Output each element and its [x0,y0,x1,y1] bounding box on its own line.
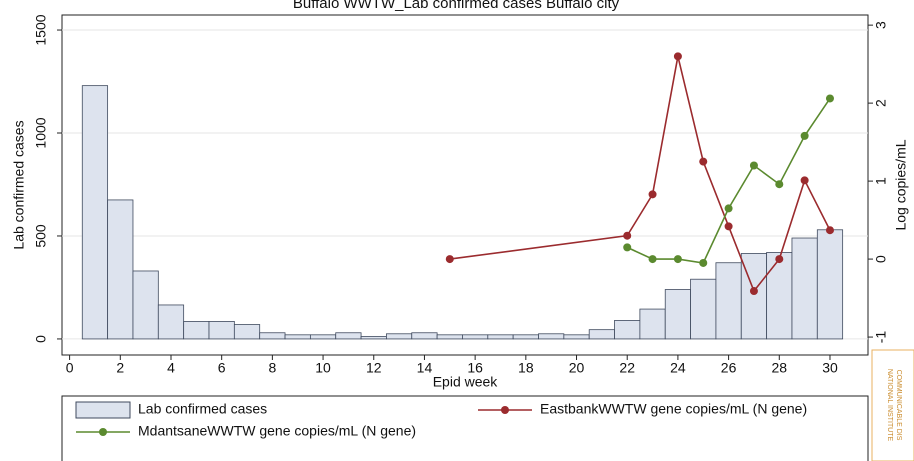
bar [512,334,539,340]
bar [816,229,844,340]
x-tick-label: 30 [822,360,838,376]
y-tick-label: 0 [33,335,49,343]
bar [208,321,235,340]
bar [715,262,742,340]
bar [360,336,387,340]
y2-tick-label: -1 [873,331,889,344]
y2-tick-label: 2 [873,99,889,107]
marker [699,157,708,166]
marker [724,204,733,213]
bar [487,334,514,340]
bar [614,320,641,340]
chart-title: Buffalo WWTW_Lab confirmed cases Buffalo… [293,0,620,12]
x-tick-label: 6 [218,360,226,376]
logo-text: NATIONAL INSTITUTE [886,369,893,442]
marker [749,287,758,296]
legend-swatch [99,428,107,436]
x-tick-label: 18 [518,360,534,376]
legend-swatch [501,406,509,414]
marker [775,180,784,189]
marker [623,243,632,252]
marker [623,231,632,240]
y2-tick-label: 3 [873,21,889,29]
x-tick-label: 22 [619,360,635,376]
bar [284,334,311,340]
y-tick-label: 1500 [33,14,49,45]
x-tick-label: 10 [315,360,331,376]
marker [648,190,657,199]
logo: NATIONAL INSTITUTE COMMUNICABLE DIS [871,349,914,461]
y-axis-label: Lab confirmed cases [11,120,27,249]
bar [386,333,413,340]
logo-frame [871,349,914,461]
bar [690,278,717,340]
marker [775,255,784,264]
marker [648,255,657,264]
x-tick-label: 20 [569,360,585,376]
marker [445,255,454,264]
marker [673,255,682,264]
x-tick-label: 2 [116,360,124,376]
bar [107,199,134,340]
bar [639,308,666,340]
logo-text: COMMUNICABLE DIS [895,370,902,441]
x-tick-label: 26 [721,360,737,376]
bar [233,324,261,340]
marker [699,258,708,267]
bar [588,329,615,340]
bar [563,334,590,340]
legend-swatch [75,401,131,419]
marker [724,222,733,231]
x-tick-label: 24 [670,360,686,376]
bar [766,252,793,340]
bar [132,270,159,340]
bar [436,334,463,340]
marker [673,52,682,61]
bar [335,332,362,340]
legend-label: MdantsaneWWTW gene copies/mL (N gene) [138,423,416,439]
x-tick-label: 14 [417,360,433,376]
x-tick-label: 16 [467,360,483,376]
plot-layer [62,29,868,340]
bar [81,85,109,340]
marker [749,161,758,170]
marker [800,176,809,185]
bar [791,237,818,340]
bar [411,332,438,340]
line [449,56,831,293]
marker [825,94,834,103]
x-tick-label: 4 [167,360,175,376]
x-axis-label: Epid week [433,374,499,390]
y2-tick-label: 1 [873,177,889,185]
bar [183,321,210,340]
x-tick-label: 0 [66,360,74,376]
x-tick-label: 12 [366,360,382,376]
y-tick-label: 500 [33,224,49,248]
bar [462,334,489,340]
legend-box [61,395,869,461]
marker [825,226,834,235]
legend-label: EastbankWWTW gene copies/mL (N gene) [540,401,807,417]
bar [309,334,337,340]
legend-label: Lab confirmed cases [138,401,267,417]
y2-axis-label: Log copies/mL [893,139,909,230]
marker [800,131,809,140]
bar [538,333,565,340]
bar [259,332,286,340]
y2-tick-label: 0 [873,255,889,263]
bar [157,304,185,340]
x-tick-label: 8 [268,360,276,376]
bar [664,289,691,340]
x-tick-label: 28 [772,360,788,376]
y-tick-label: 1000 [33,117,49,148]
